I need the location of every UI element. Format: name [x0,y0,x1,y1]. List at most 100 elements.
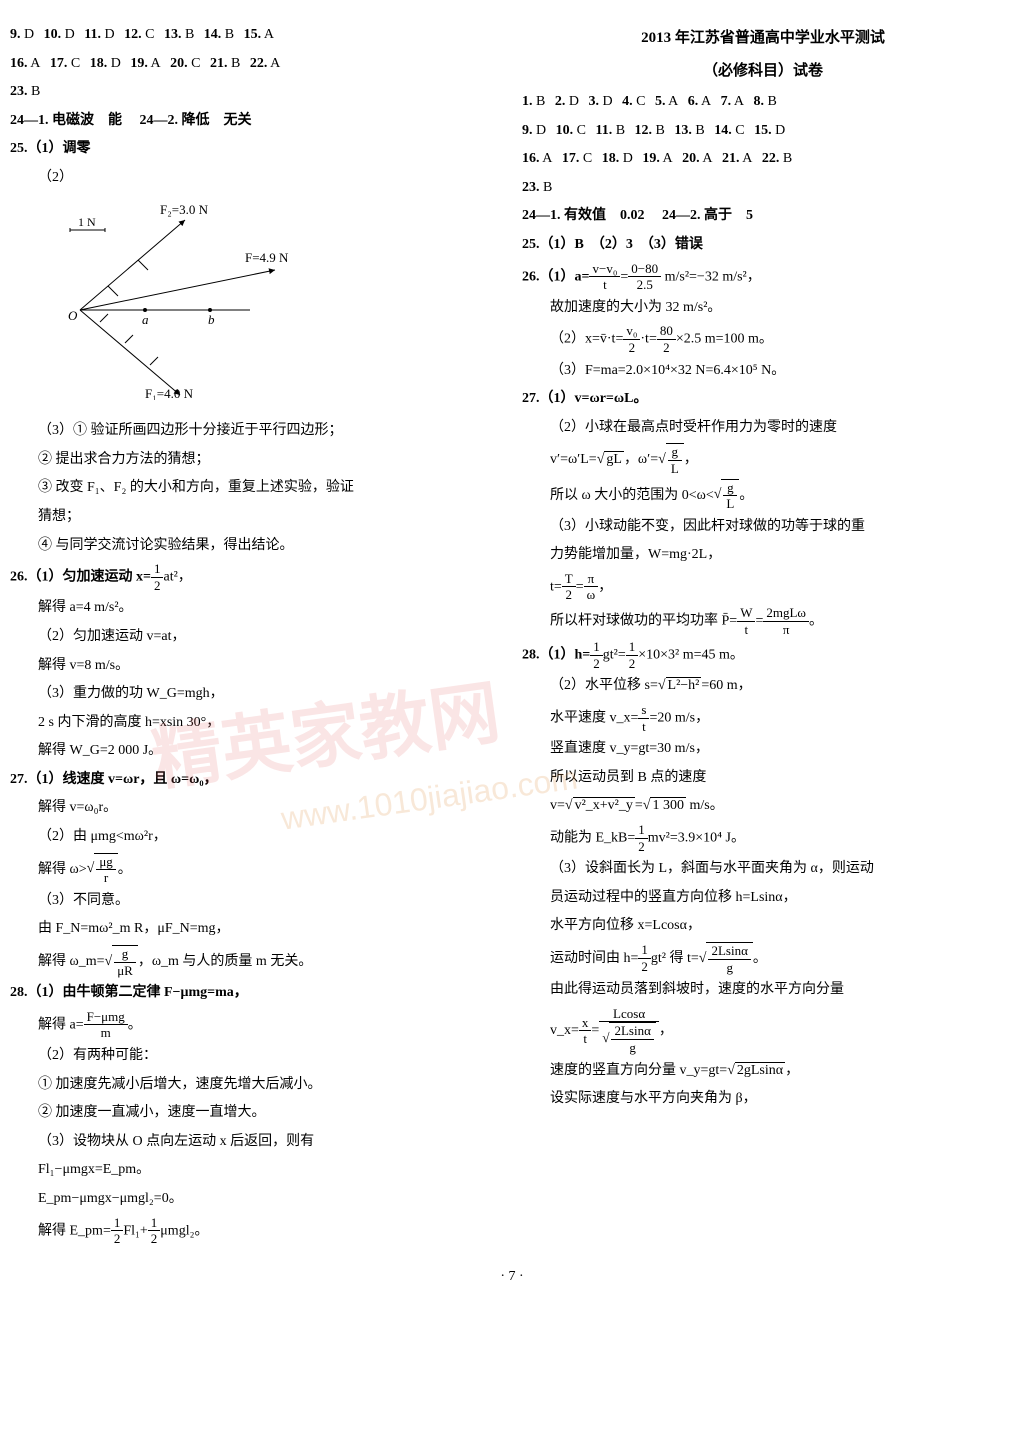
exam-title-2: （必修科目）试卷 [522,57,1004,86]
q25-3-2: ② 提出求合力方法的猜想； [10,447,492,474]
sqrt-icon [727,1063,735,1078]
left-column: 9. D 10. D 11. D 12. C 13. B 14. B 15. A… [10,20,492,1249]
text: 1 300 [650,797,686,813]
right-column: 2013 年江苏省普通高中学业水平测试 （必修科目）试卷 1. B 2. D 3… [522,20,1004,1249]
text: =20 m/s， [649,710,709,725]
text: （2）x=v̄·t= [550,332,623,347]
frac: Lcosα2Lsinαg [599,1006,659,1056]
text: v²_x+v²_y [573,797,635,813]
q28-3d: 由此得运动员落到斜坡时，速度的水平方向分量 [522,977,1004,1004]
svg-text:O: O [68,308,78,323]
text: gt²= [603,648,626,663]
text: 水平速度 v_x= [550,710,638,725]
q27-3a: （3）不同意。 [10,888,492,915]
answer-row: 16. A 17. C 18. D 19. A 20. A 21. A 22. … [522,146,1004,173]
text: v_x= [550,1023,579,1038]
frac: 2mgLωπ [763,605,809,637]
svg-text:a: a [142,312,149,327]
answer-row: 16. A 17. C 18. D 19. A 20. C 21. B 22. … [10,51,492,78]
page-container: 9. D 10. D 11. D 12. C 13. B 14. B 15. A… [10,20,1014,1249]
text: L²−h² [666,677,702,693]
q28-2b: 水平速度 v_x=st=20 m/s， [522,702,1004,734]
text: 26.（1）a= [522,269,589,284]
frac: 0−802.5 [628,261,661,293]
text: v′=ω′L= [550,452,597,467]
text: = [620,269,628,284]
q27-1: 27.（1）v=ωr=ωL。 [522,386,1004,413]
f1-label: F₁=4.0 N [145,386,194,400]
q24-2: 24—2. 高于 5 [662,208,753,223]
page-number: · 7 · [10,1269,1014,1285]
scale-label: 1 N [78,215,96,229]
q28-3e: v_x=xt=Lcosα2Lsinαg， [522,1006,1004,1056]
q28-3f: 速度的竖直方向分量 v_y=gt=2gLsinα， [522,1058,1004,1085]
frac: μgr [94,853,117,886]
text: ， [659,1023,673,1038]
q28-3d: 解得 E_pm=12Fl₁+12μmgl₂。 [10,1215,492,1247]
sqrt-icon [699,951,707,966]
frac: 12 [626,639,639,671]
q26-1b: 故加速度的大小为 32 m/s²。 [522,295,1004,322]
text: at²， [163,569,191,584]
frac: v−v₀t [589,261,620,293]
q25-1: 25.（1）调零 [10,136,492,163]
frac: 12 [635,822,648,854]
text: 运动时间由 h= [550,951,638,966]
text: gt² 得 t= [651,951,699,966]
frac: gL [721,479,739,512]
answer-row: 23. B [522,175,1004,202]
q27-3a2: 力势能增加量，W=mg·2L， [522,542,1004,569]
q25-3-3b: 猜想； [10,504,492,531]
q28-2c: ② 加速度一直减小，速度一直增大。 [10,1100,492,1127]
q28-2a: （2）水平位移 s=L²−h²=60 m， [522,673,1004,700]
q24-line: 24—1. 有效值 0.02 24—2. 高于 5 [522,203,1004,230]
text: t= [550,579,562,594]
q28-3b: Fl₁−μmgx=E_pm。 [10,1157,492,1184]
text: ×2.5 m=100 m。 [676,332,773,347]
frac: πω [584,571,599,603]
q28-3a: （3）设物块从 O 点向左运动 x 后返回，则有 [10,1129,492,1156]
text: = [576,579,584,594]
text: 解得 a= [38,1017,84,1032]
frac: gμR [112,945,138,978]
frac: 12 [638,942,651,974]
text: 。 [739,487,753,502]
text: 所以杆对球做功的平均功率 P̄= [550,613,737,628]
q27-1b: 解得 v=ω₀r。 [10,795,492,822]
frac: v₀2 [623,323,640,355]
text: μmgl₂。 [160,1223,208,1238]
q27-2a: （2）由 μmg<mω²r， [10,824,492,851]
answer-row: 23. B [10,79,492,106]
frac: F−μmgm [84,1009,128,1041]
answer-row: 1. B 2. D 3. D 4. C 5. A 6. A 7. A 8. B [522,89,1004,116]
q26-2: （2）x=v̄·t=v₀2·t=802×2.5 m=100 m。 [522,323,1004,355]
frac: 12 [151,561,164,593]
q25: 25.（1）B （2）3 （3）错误 [522,232,1004,259]
text: 2gLsinα [735,1062,785,1078]
q24-1: 24—1. 有效值 0.02 [522,208,645,223]
q28-3a: （3）设斜面长为 L，斜面与水平面夹角为 α，则运动 [522,856,1004,883]
q27-3c: 解得 ω_m=gμR，ω_m 与人的质量 m 无关。 [10,945,492,978]
q26-3: （3）F=ma=2.0×10⁴×32 N=6.4×10⁵ N。 [522,358,1004,385]
q27-2b: v′=ω′L=gL，ω′=gL， [522,443,1004,476]
frac: 12 [111,1215,124,1247]
q24-2: 24—2. 降低 无关 [140,113,252,128]
frac: xt [579,1015,592,1047]
q27-3c: 所以杆对球做功的平均功率 P̄=Wt=2mgLωπ。 [522,605,1004,637]
q28-3c: 运动时间由 h=12gt² 得 t=2Lsinαg。 [522,942,1004,975]
frac: 12 [590,639,603,671]
text: 。 [128,1017,142,1032]
text: =60 m， [701,678,751,693]
frac: gL [666,443,684,476]
f2-label: F₂=3.0 N [160,202,209,217]
q28-3b: 水平方向位移 x=Lcosα， [522,913,1004,940]
text: ，ω′= [624,452,658,467]
text: 解得 ω_m= [38,954,105,969]
q26-1c: 解得 a=4 m/s²。 [10,595,492,622]
q28-2e: v=v²_x+v²_y=1 300 m/s。 [522,793,1004,820]
text: 。 [118,861,132,876]
q28-2c: 竖直速度 v_y=gt=30 m/s， [522,736,1004,763]
q26-3b: 2 s 内下滑的高度 h=xsin 30°， [10,710,492,737]
f-label: F=4.9 N [245,250,289,265]
text: m/s。 [686,798,724,813]
